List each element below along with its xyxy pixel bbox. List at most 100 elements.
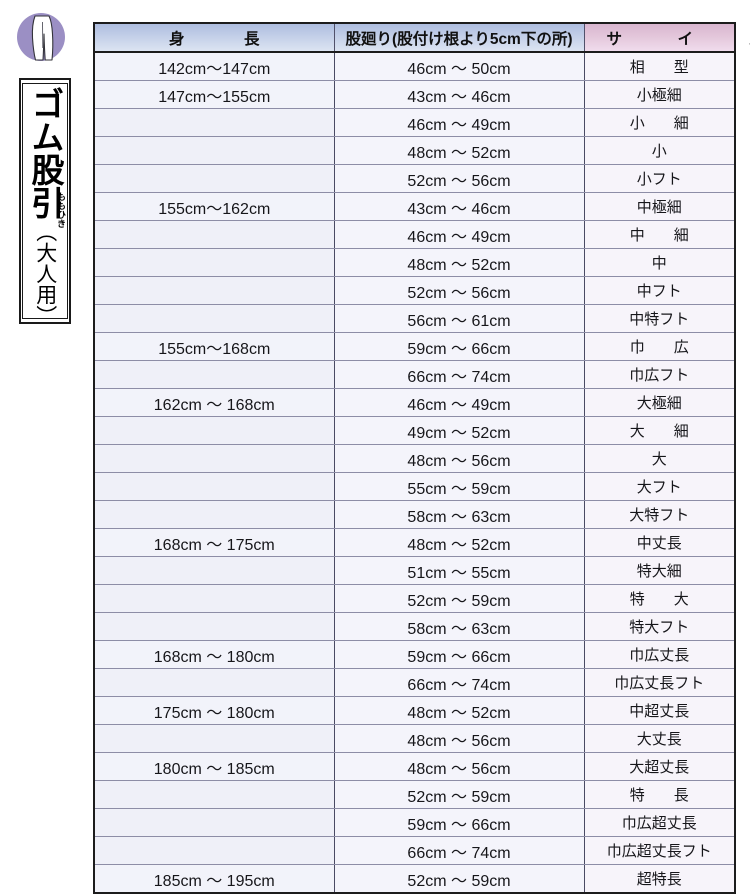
cell-size: 特 長 — [583, 780, 736, 809]
cell-thigh: 48cm ～ 52cm — [333, 696, 585, 725]
cell-height: 168cm ～ 180cm — [93, 640, 335, 669]
cell-thigh: 48cm ～ 56cm — [333, 724, 585, 753]
cell-thigh: 48cm ～ 52cm — [333, 136, 585, 165]
cell-size: 特 大 — [583, 584, 736, 613]
cell-height: 185cm ～ 195cm — [93, 864, 335, 894]
cell-height — [93, 724, 335, 753]
cell-height: 168cm ～ 175cm — [93, 528, 335, 557]
cell-thigh: 55cm ～ 59cm — [333, 472, 585, 501]
title-box-inner: ゴム股引 （大人用） — [22, 83, 68, 326]
cell-size: 巾広超丈長 — [583, 808, 736, 837]
cell-height — [93, 360, 335, 389]
cell-size: 巾広丈長 — [583, 640, 736, 669]
cell-height — [93, 472, 335, 501]
cell-size: 特大細 — [583, 556, 736, 585]
table-row: 58cm ～ 63cm 特大フト — [93, 612, 736, 641]
cell-thigh: 51cm ～ 55cm — [333, 556, 585, 585]
table-row: 155cm～162cm 43cm ～ 46cm 中極細 — [93, 192, 736, 221]
cell-height: 155cm～168cm — [93, 332, 335, 361]
table-row: 48cm ～ 56cm 大丈長 — [93, 724, 736, 753]
cell-size: 大 — [583, 444, 736, 473]
cell-height — [93, 808, 335, 837]
product-name-ruby: ももひき — [55, 192, 65, 228]
table-row: 48cm ～ 52cm 小 — [93, 136, 736, 165]
product-name: ゴム股引 — [25, 87, 65, 219]
cell-thigh: 48cm ～ 52cm — [333, 528, 585, 557]
table-row: 58cm ～ 63cm 大特フト — [93, 500, 736, 529]
cell-height — [93, 276, 335, 305]
product-title-panel: ゴム股引 （大人用） ももひき — [0, 0, 90, 855]
cell-height: 162cm ～ 168cm — [93, 388, 335, 417]
cell-size: 小 細 — [583, 108, 736, 137]
table-row: 52cm ～ 56cm 中フト — [93, 276, 736, 305]
cell-height: 155cm～162cm — [93, 192, 335, 221]
cell-thigh: 58cm ～ 63cm — [333, 612, 585, 641]
cell-thigh: 43cm ～ 46cm — [333, 192, 585, 221]
table-row: 52cm ～ 59cm 特 大 — [93, 584, 736, 613]
table-row: 168cm ～ 180cm 59cm ～ 66cm 巾広丈長 — [93, 640, 736, 669]
table-row: 185cm ～ 195cm 52cm ～ 59cm 超特長 — [93, 864, 736, 894]
product-audience: （大人用） — [33, 221, 58, 326]
cell-thigh: 52cm ～ 59cm — [333, 780, 585, 809]
cell-size: 大特フト — [583, 500, 736, 529]
cell-height: 147cm～155cm — [93, 80, 335, 109]
cell-height: 142cm～147cm — [93, 51, 335, 81]
table-row: 168cm ～ 175cm 48cm ～ 52cm 中丈長 — [93, 528, 736, 557]
table-row: 59cm ～ 66cm 巾広超丈長 — [93, 808, 736, 837]
cell-size: 小 — [583, 136, 736, 165]
table-row: 48cm ～ 56cm 大 — [93, 444, 736, 473]
column-header-size: サ イ ズ — [583, 22, 750, 53]
cell-thigh: 66cm ～ 74cm — [333, 836, 585, 865]
cell-thigh: 59cm ～ 66cm — [333, 808, 585, 837]
cell-thigh: 49cm ～ 52cm — [333, 416, 585, 445]
table-row: 180cm ～ 185cm 48cm ～ 56cm 大超丈長 — [93, 752, 736, 781]
cell-thigh: 52cm ～ 59cm — [333, 864, 585, 894]
cell-height — [93, 836, 335, 865]
cell-thigh: 59cm ～ 66cm — [333, 640, 585, 669]
cell-size: 小フト — [583, 164, 736, 193]
table-row: 52cm ～ 59cm 特 長 — [93, 780, 736, 809]
column-header-thigh: 股廻り(股付け根より5cm下の所) — [333, 22, 585, 53]
table-row: 46cm ～ 49cm 小 細 — [93, 108, 736, 137]
table-row: 52cm ～ 56cm 小フト — [93, 164, 736, 193]
table-row: 147cm～155cm 43cm ～ 46cm 小極細 — [93, 80, 736, 109]
cell-size: 中 — [583, 248, 736, 277]
cell-height — [93, 304, 335, 333]
cell-size: 中超丈長 — [583, 696, 736, 725]
cell-thigh: 52cm ～ 56cm — [333, 164, 585, 193]
cell-size: 巾 広 — [583, 332, 736, 361]
cell-height: 175cm ～ 180cm — [93, 696, 335, 725]
cell-height: 180cm ～ 185cm — [93, 752, 335, 781]
cell-thigh: 58cm ～ 63cm — [333, 500, 585, 529]
cell-size: 大超丈長 — [583, 752, 736, 781]
table-header-row: 身 長 股廻り(股付け根より5cm下の所) サ イ ズ — [93, 22, 750, 53]
cell-height — [93, 668, 335, 697]
cell-size: 巾広超丈長フト — [583, 836, 736, 865]
cell-size: 小極細 — [583, 80, 736, 109]
table-row: 48cm ～ 52cm 中 — [93, 248, 736, 277]
cell-thigh: 48cm ～ 52cm — [333, 248, 585, 277]
cell-thigh: 43cm ～ 46cm — [333, 80, 585, 109]
cell-size: 大極細 — [583, 388, 736, 417]
table-row: 55cm ～ 59cm 大フト — [93, 472, 736, 501]
cell-thigh: 52cm ～ 56cm — [333, 276, 585, 305]
table-row: 66cm ～ 74cm 巾広丈長フト — [93, 668, 736, 697]
table-row: 56cm ～ 61cm 中特フト — [93, 304, 736, 333]
trousers-icon — [13, 8, 71, 66]
cell-size: 中丈長 — [583, 528, 736, 557]
cell-size: 超特長 — [583, 864, 736, 894]
cell-size: 中極細 — [583, 192, 736, 221]
title-box: ゴム股引 （大人用） ももひき — [19, 78, 71, 326]
cell-size: 巾広フト — [583, 360, 736, 389]
cell-height — [93, 248, 335, 277]
cell-height — [93, 444, 335, 473]
cell-height — [93, 556, 335, 585]
table-row: 49cm ～ 52cm 大 細 — [93, 416, 736, 445]
column-header-height: 身 長 — [93, 22, 335, 53]
cell-thigh: 48cm ～ 56cm — [333, 444, 585, 473]
cell-thigh: 66cm ～ 74cm — [333, 360, 585, 389]
cell-height — [93, 164, 335, 193]
cell-thigh: 46cm ～ 49cm — [333, 388, 585, 417]
cell-height — [93, 780, 335, 809]
cell-height — [93, 584, 335, 613]
